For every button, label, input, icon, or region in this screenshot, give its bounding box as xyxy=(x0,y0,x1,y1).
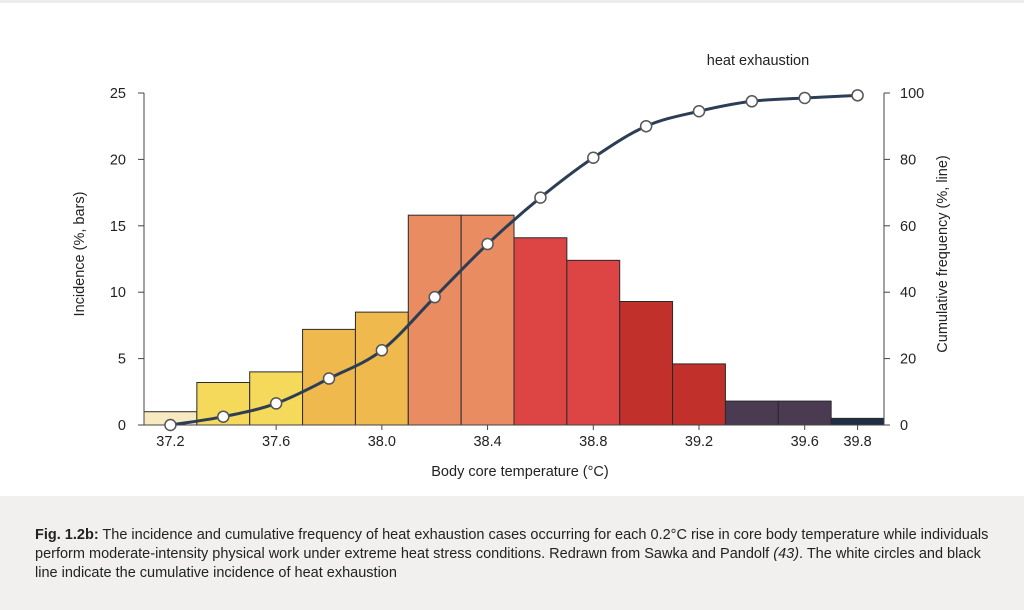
cumulative-point xyxy=(639,119,653,133)
y-tick-label: 20 xyxy=(110,152,126,168)
y-tick-label: 0 xyxy=(118,418,126,434)
y2-tick-label: 40 xyxy=(900,285,916,301)
bar xyxy=(830,417,885,426)
top-divider xyxy=(0,0,1024,3)
bar-series xyxy=(143,214,885,426)
cumulative-point xyxy=(428,290,441,304)
x-tick-label: 37.2 xyxy=(156,434,184,450)
cumulative-point xyxy=(851,89,864,102)
y-tick-label: 5 xyxy=(118,352,126,368)
histogram-chart: 0 5 10 15 20 25 0 20 40 60 80 100 37.2 37.6 38.0 38.4 38… xyxy=(72,53,951,480)
cumulative-point xyxy=(481,237,494,251)
cumulative-point xyxy=(692,105,706,118)
cumulative-point xyxy=(164,418,177,432)
cumulative-point xyxy=(322,372,336,385)
x-tick-label: 38.8 xyxy=(579,434,607,450)
cumulative-point xyxy=(269,397,283,410)
y2-tick-label: 100 xyxy=(900,86,924,102)
axes: 0 5 10 15 20 25 0 20 40 60 80 100 37.2 37.6 38.0 38.4 38… xyxy=(110,86,924,450)
cumulative-point xyxy=(217,410,230,423)
y-axis-label: Incidence (%, bars) xyxy=(72,192,88,317)
bar xyxy=(407,214,462,426)
y2-tick-label: 0 xyxy=(900,418,908,434)
x-tick-label: 39.8 xyxy=(843,434,871,450)
x-tick-label: 38.4 xyxy=(473,434,501,450)
bar xyxy=(513,237,568,426)
cumulative-point xyxy=(745,95,759,108)
y2-axis-label: Cumulative frequency (%, line) xyxy=(935,155,951,352)
bar xyxy=(566,259,621,426)
bar xyxy=(777,400,832,426)
y2-tick-label: 60 xyxy=(900,219,916,235)
x-tick-label: 39.2 xyxy=(685,434,713,450)
caption-reference: (43) xyxy=(773,546,800,562)
figure-caption-box: Fig. 1.2b: The incidence and cumulative … xyxy=(0,496,1024,610)
y-tick-label: 25 xyxy=(110,86,126,102)
cumulative-line xyxy=(170,93,858,427)
caption-text-2: . The white circles and black line indic… xyxy=(35,546,981,581)
y2-tick-label: 80 xyxy=(900,152,916,168)
bar xyxy=(354,311,409,426)
bar xyxy=(724,400,779,426)
cumulative-point xyxy=(534,191,547,204)
y-tick-label: 15 xyxy=(110,219,126,235)
caption-figure-label: Fig. 1.2b: xyxy=(35,527,99,543)
cumulative-point xyxy=(798,91,811,105)
axis-labels: heat exhaustion Body core temperature (°… xyxy=(72,53,951,480)
cumulative-point xyxy=(375,344,389,357)
y2-tick-label: 20 xyxy=(900,352,916,368)
annotation-heat-exhaustion: heat exhaustion xyxy=(707,53,809,69)
x-tick-label: 38.0 xyxy=(368,434,396,450)
y-tick-label: 10 xyxy=(110,285,126,301)
figure-caption: Fig. 1.2b: The incidence and cumulative … xyxy=(35,526,995,583)
caption-text-1: The incidence and cumulative frequency o… xyxy=(35,527,989,562)
x-tick-label: 37.6 xyxy=(262,434,290,450)
x-axis-label: Body core temperature (°C) xyxy=(431,464,608,480)
bar xyxy=(619,300,674,426)
cumulative-point xyxy=(587,151,600,164)
bar xyxy=(672,363,726,426)
x-tick-label: 39.6 xyxy=(791,434,819,450)
cumulative-line-series xyxy=(164,89,864,432)
